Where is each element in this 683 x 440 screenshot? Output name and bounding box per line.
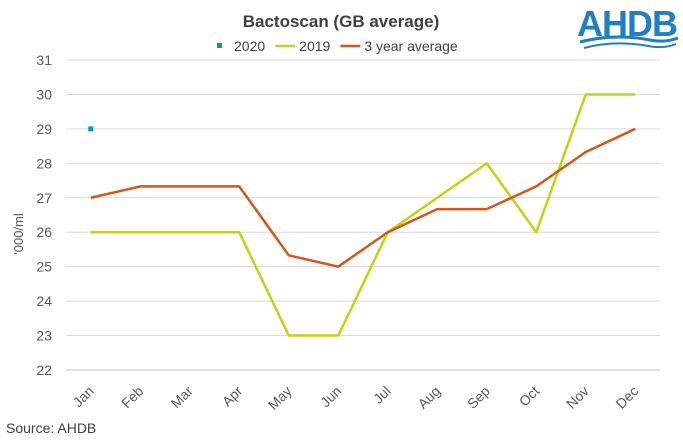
source-note: Source: AHDB: [6, 420, 96, 436]
series-layer: [88, 93, 636, 337]
gridlines: [66, 59, 660, 371]
legend: 2020 2019 3 year average: [217, 38, 458, 54]
series-line-2019: [90, 93, 636, 337]
y-tick-30: 30: [36, 86, 52, 102]
y-tick-27: 27: [36, 190, 52, 206]
chart-title: Bactoscan (GB average): [243, 12, 440, 31]
y-tick-25: 25: [36, 259, 52, 275]
logo-wave-icon-2: [583, 42, 677, 49]
y-tick-28: 28: [36, 155, 52, 171]
x-tick-may: May: [265, 383, 295, 413]
legend-label-3-year-average: 3 year average: [364, 38, 458, 54]
y-tick-23: 23: [36, 328, 52, 344]
legend-label-2019: 2019: [299, 38, 330, 54]
logo-wave-icon: [579, 35, 679, 44]
x-tick-mar: Mar: [167, 383, 196, 412]
x-tick-oct: Oct: [516, 383, 543, 410]
y-tick-26: 26: [36, 224, 52, 240]
series-point-2020: [88, 126, 94, 132]
y-tick-29: 29: [36, 121, 52, 137]
x-tick-aug: Aug: [414, 383, 443, 412]
legend-marker-2020: [217, 43, 222, 48]
x-tick-jul: Jul: [370, 383, 394, 407]
y-tick-22: 22: [36, 362, 52, 378]
x-tick-jan: Jan: [70, 383, 97, 410]
y-tick-31: 31: [36, 52, 52, 68]
y-tick-24: 24: [36, 293, 52, 309]
x-tick-nov: Nov: [563, 383, 592, 412]
x-axis-ticks: Jan Feb Mar Apr May Jun Jul Aug Sep Oct Nov Dec: [70, 383, 642, 413]
series-line-3-year-average: [90, 127, 636, 268]
x-tick-jun: Jun: [317, 383, 344, 410]
x-tick-apr: Apr: [219, 383, 246, 410]
x-tick-feb: Feb: [118, 383, 147, 412]
ahdb-logo: AHDB: [577, 3, 679, 49]
legend-label-2020: 2020: [234, 38, 265, 54]
x-tick-dec: Dec: [612, 383, 641, 412]
y-axis-label: '000/ml: [11, 213, 26, 255]
x-tick-sep: Sep: [464, 383, 493, 412]
y-axis-ticks: 22 23 24 25 26 27 28 29 30 31: [36, 52, 52, 378]
